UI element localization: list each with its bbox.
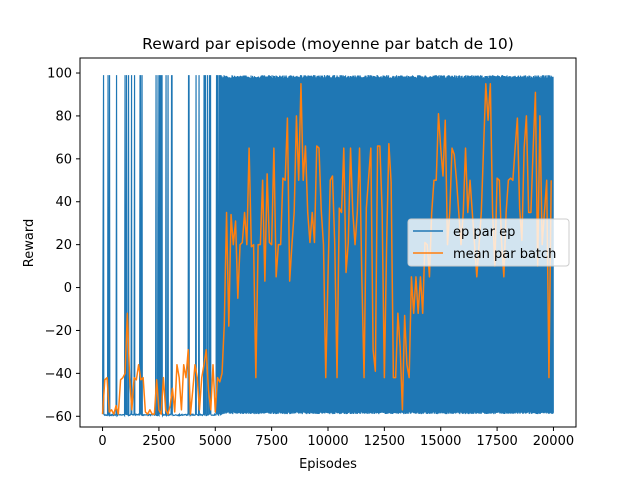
x-tick-label: 7500 <box>255 434 288 449</box>
y-axis: −60 −40 −20 0 20 40 60 80 100 <box>45 67 80 425</box>
y-tick-label: 100 <box>47 67 72 82</box>
x-tick-label: 10000 <box>307 434 348 449</box>
y-tick-label: 40 <box>55 195 72 210</box>
y-tick-label: −60 <box>45 410 72 425</box>
y-axis-label: Reward <box>22 219 37 267</box>
x-axis-label: Episodes <box>299 457 357 472</box>
y-tick-label: 20 <box>55 238 72 253</box>
y-tick-label: 80 <box>55 109 72 124</box>
x-axis: 0 2500 5000 7500 10000 12500 15000 17500 20000 <box>98 427 574 449</box>
chart-title: Reward par episode (moyenne par batch de… <box>142 35 514 53</box>
x-tick-label: 0 <box>98 434 106 449</box>
y-tick-label: 60 <box>55 152 72 167</box>
legend-box <box>407 218 570 267</box>
y-tick-label: 0 <box>64 281 72 296</box>
y-tick-label: −20 <box>45 324 72 339</box>
x-tick-label: 17500 <box>476 434 517 449</box>
legend: ep par ep mean par batch <box>407 218 570 267</box>
x-tick-label: 2500 <box>142 434 175 449</box>
y-tick-label: −40 <box>45 367 72 382</box>
x-tick-label: 12500 <box>364 434 405 449</box>
legend-label-mean-par-batch: mean par batch <box>453 247 556 262</box>
x-tick-label: 5000 <box>199 434 232 449</box>
series-mean-par-batch-line <box>101 82 552 415</box>
x-tick-label: 20000 <box>533 434 574 449</box>
legend-label-ep-par-ep: ep par ep <box>453 225 515 240</box>
x-tick-label: 15000 <box>420 434 461 449</box>
